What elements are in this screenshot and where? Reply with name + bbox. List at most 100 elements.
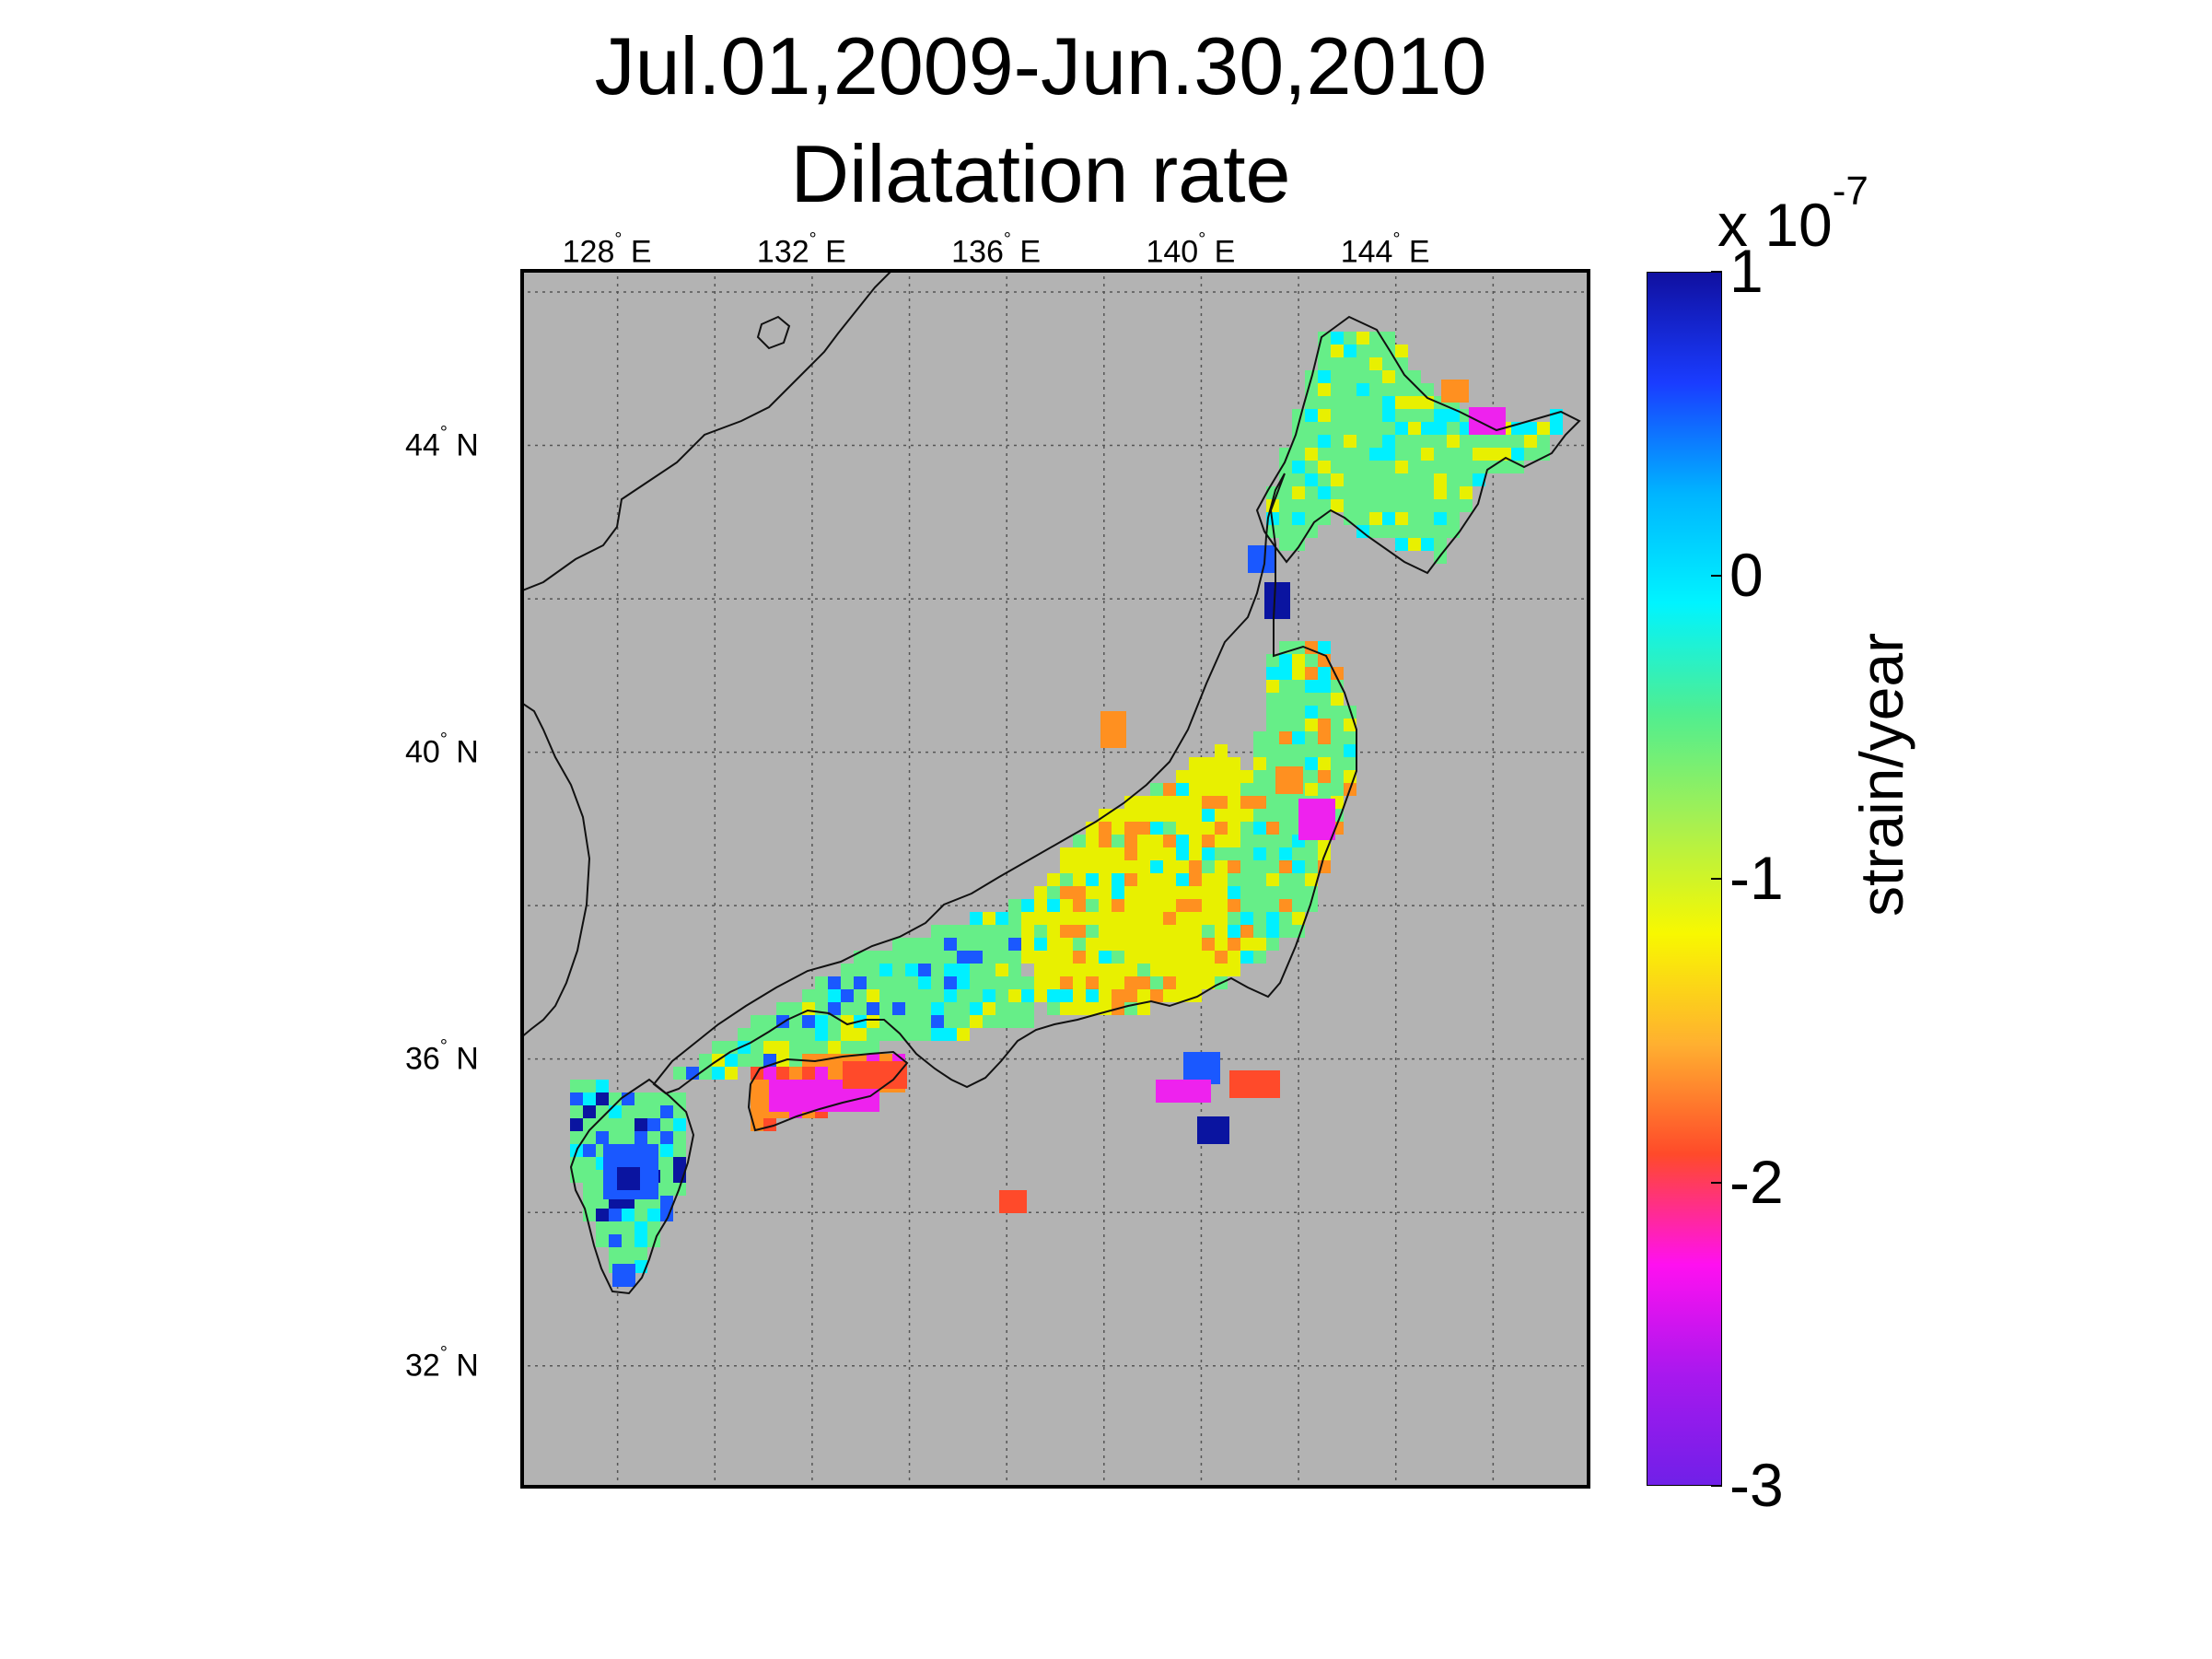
strain-cell [1408, 448, 1421, 461]
strain-cell [1318, 680, 1331, 693]
strain-cell [815, 1067, 828, 1080]
strain-hotspot [1100, 711, 1126, 748]
strain-cell [1292, 473, 1305, 486]
strain-cell [1163, 809, 1176, 822]
strain-cell [1356, 345, 1369, 357]
strain-hotspot [1298, 799, 1335, 840]
strain-cell [1331, 706, 1344, 719]
strain-cell [1124, 964, 1137, 976]
strain-cell [634, 1209, 647, 1221]
strain-cell [1266, 680, 1279, 693]
strain-cell [1369, 448, 1382, 461]
degree-sign: ° [439, 1035, 448, 1057]
strain-cell [1228, 951, 1240, 964]
strain-cell [802, 1015, 815, 1028]
strain-cell [1137, 899, 1150, 912]
tick-degree: 44 [405, 426, 440, 462]
strain-cell [1008, 912, 1021, 925]
strain-cell [1447, 512, 1460, 525]
strain-cell [1369, 499, 1382, 512]
strain-cell [1228, 822, 1240, 835]
strain-cell [1189, 847, 1202, 860]
strain-cell [1511, 461, 1524, 473]
strain-cell [789, 1028, 802, 1041]
strain-cell [1266, 706, 1279, 719]
strain-hotspot [1275, 766, 1303, 794]
strain-cell [1240, 938, 1253, 951]
strain-cell [596, 1080, 609, 1092]
strain-cell [1395, 409, 1408, 422]
degree-sign: ° [439, 422, 448, 443]
strain-cell [1073, 873, 1086, 886]
strain-cell [1447, 409, 1460, 422]
strain-cell [905, 951, 918, 964]
strain-cell [1099, 835, 1112, 847]
strain-cell [1331, 409, 1344, 422]
strain-cell [1202, 951, 1215, 964]
strain-cell [1369, 486, 1382, 499]
strain-cell [1202, 757, 1215, 770]
strain-cell [1473, 448, 1485, 461]
tick-degree: 144 [1340, 234, 1393, 270]
strain-cell [1408, 499, 1421, 512]
strain-cell [1344, 473, 1356, 486]
strain-cell [1266, 847, 1279, 860]
strain-cell [931, 964, 944, 976]
strain-cell [1240, 809, 1253, 822]
strain-cell [957, 951, 970, 964]
strain-cell [1524, 448, 1537, 461]
strain-cell [802, 1028, 815, 1041]
strain-cell [815, 1028, 828, 1041]
strain-cell [1524, 435, 1537, 448]
strain-hotspot [999, 1190, 1027, 1213]
strain-cell [892, 938, 905, 951]
strain-cell [1202, 822, 1215, 835]
strain-cell [1228, 964, 1240, 976]
strain-cell [1086, 951, 1099, 964]
strain-cell [1163, 822, 1176, 835]
strain-cell [1021, 989, 1034, 1002]
strain-cell [1395, 370, 1408, 383]
colorbar-multiplier: x 10-7 [1717, 171, 1869, 256]
strain-cell [1228, 757, 1240, 770]
strain-cell [712, 1067, 725, 1080]
strain-cell [1021, 912, 1034, 925]
strain-cell [995, 925, 1008, 938]
strain-cell [1382, 383, 1395, 396]
strain-cell [815, 1015, 828, 1028]
strain-cell [1189, 873, 1202, 886]
strain-cell [1215, 964, 1228, 976]
tick-degree: 128 [562, 234, 615, 270]
strain-cell [1021, 976, 1034, 989]
colorbar-tick-mark [1711, 271, 1722, 273]
strain-cell [634, 1092, 647, 1105]
strain-cell [1112, 860, 1124, 873]
strain-cell [1099, 847, 1112, 860]
strain-cell [1189, 835, 1202, 847]
strain-cell [1266, 835, 1279, 847]
strain-cell [983, 989, 995, 1002]
strain-cell [660, 1170, 673, 1183]
strain-cell [1279, 835, 1292, 847]
strain-cell [1382, 370, 1395, 383]
strain-cell [1344, 448, 1356, 461]
strain-cell [1421, 538, 1434, 551]
strain-cell [1356, 461, 1369, 473]
strain-cell [622, 1118, 634, 1131]
strain-cell [1189, 770, 1202, 783]
strain-cell [1086, 976, 1099, 989]
strain-cell [1356, 473, 1369, 486]
strain-cell [1034, 989, 1047, 1002]
strain-cell [1240, 835, 1253, 847]
strain-cell [1356, 332, 1369, 345]
strain-cell [1485, 448, 1498, 461]
strain-cell [570, 1105, 583, 1118]
strain-cell [854, 964, 867, 976]
strain-cell [596, 1118, 609, 1131]
strain-cell [970, 976, 983, 989]
strain-cell [867, 964, 879, 976]
strain-cell [1137, 835, 1150, 847]
strain-cell [776, 1067, 789, 1080]
strain-cell [1344, 422, 1356, 435]
strain-cell [1395, 486, 1408, 499]
